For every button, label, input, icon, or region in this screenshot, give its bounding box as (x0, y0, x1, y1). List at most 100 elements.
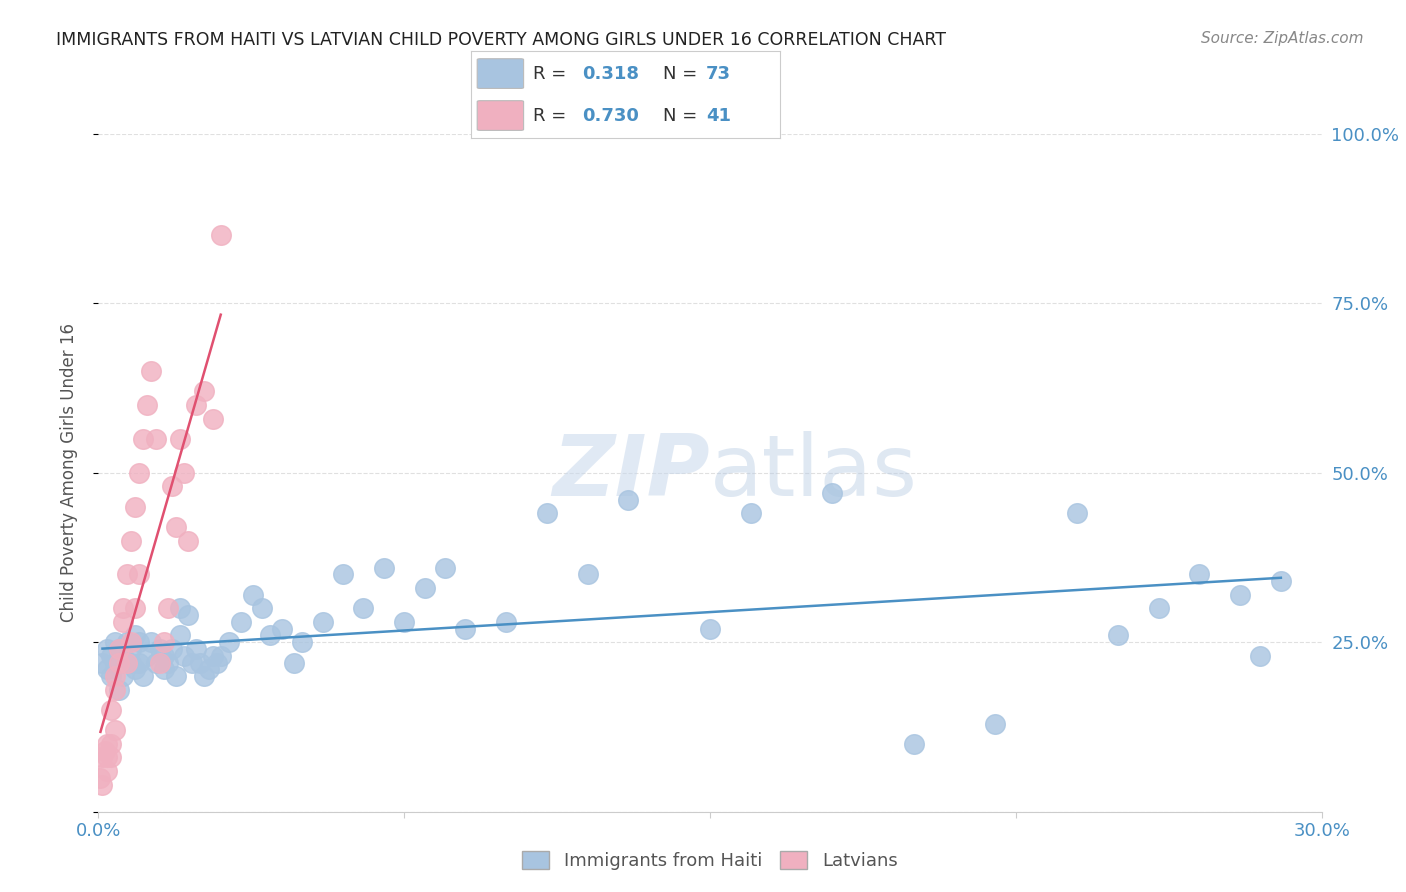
Point (152, 662, 174, 676)
Point (124, 500, 146, 514)
Point (141, 635, 163, 649)
Point (177, 608, 200, 623)
Point (160, 642, 183, 657)
Point (197, 662, 219, 676)
Point (270, 622, 294, 636)
Point (1066, 507, 1088, 521)
Point (373, 560, 395, 574)
Text: 0.730: 0.730 (582, 106, 640, 125)
Point (132, 432, 155, 446)
Point (89, 771, 111, 785)
Point (115, 656, 138, 670)
Point (193, 384, 215, 399)
Point (108, 656, 131, 670)
Point (454, 622, 477, 636)
Point (903, 737, 925, 751)
Text: ZIP: ZIP (553, 431, 710, 515)
Point (100, 648, 122, 663)
Point (209, 228, 232, 243)
Text: atlas: atlas (710, 431, 918, 515)
Point (128, 656, 150, 670)
Point (152, 648, 174, 663)
Point (332, 567, 354, 582)
Point (96, 750, 118, 764)
Point (91, 750, 114, 764)
Point (1107, 628, 1129, 642)
Point (108, 642, 131, 657)
Point (188, 656, 212, 670)
Point (312, 615, 335, 629)
Text: 41: 41 (706, 106, 731, 125)
Point (108, 656, 131, 670)
Point (104, 682, 127, 697)
Point (91, 778, 114, 792)
Point (617, 492, 640, 507)
Point (413, 581, 436, 595)
Point (111, 601, 134, 615)
FancyBboxPatch shape (477, 59, 523, 88)
Point (536, 507, 558, 521)
Text: R =: R = (533, 64, 572, 83)
Text: 0.318: 0.318 (582, 64, 640, 83)
Point (352, 601, 374, 615)
Point (96, 642, 118, 657)
Point (115, 635, 138, 649)
Point (201, 648, 224, 663)
Point (104, 656, 127, 670)
Point (283, 656, 305, 670)
Point (434, 560, 457, 574)
Point (124, 662, 146, 676)
Point (115, 567, 138, 582)
Point (699, 622, 721, 636)
Point (132, 669, 155, 683)
Point (124, 601, 146, 615)
Text: N =: N = (662, 64, 703, 83)
Point (173, 466, 195, 480)
Point (169, 628, 191, 642)
Point (104, 635, 127, 649)
Point (111, 615, 134, 629)
Text: 73: 73 (706, 64, 731, 83)
Point (120, 635, 142, 649)
Point (96, 764, 118, 778)
Point (160, 479, 183, 493)
Point (193, 669, 215, 683)
Point (156, 656, 179, 670)
Point (128, 635, 150, 649)
Point (141, 364, 163, 378)
Point (1229, 588, 1251, 602)
Point (169, 601, 191, 615)
Point (1270, 574, 1292, 589)
Point (181, 656, 204, 670)
Point (100, 737, 122, 751)
Point (128, 466, 150, 480)
Text: Source: ZipAtlas.com: Source: ZipAtlas.com (1201, 31, 1364, 46)
Point (120, 656, 142, 670)
Point (145, 432, 167, 446)
Point (156, 601, 179, 615)
Point (984, 716, 1007, 731)
Point (104, 669, 127, 683)
Point (392, 615, 416, 629)
Point (209, 648, 232, 663)
Text: N =: N = (662, 106, 703, 125)
Point (201, 411, 224, 425)
Point (124, 628, 146, 642)
Point (291, 635, 314, 649)
Point (111, 648, 134, 663)
FancyBboxPatch shape (477, 101, 523, 130)
Point (740, 507, 762, 521)
Point (100, 669, 122, 683)
Point (1249, 648, 1271, 663)
Point (250, 601, 273, 615)
Point (104, 723, 127, 738)
Point (93, 744, 115, 758)
Point (100, 703, 122, 717)
Text: R =: R = (533, 106, 572, 125)
Point (128, 567, 150, 582)
Point (100, 750, 122, 764)
Y-axis label: Child Poverty Among Girls Under 16: Child Poverty Among Girls Under 16 (59, 323, 77, 623)
Point (186, 398, 208, 412)
Point (149, 642, 172, 657)
Point (186, 642, 208, 657)
